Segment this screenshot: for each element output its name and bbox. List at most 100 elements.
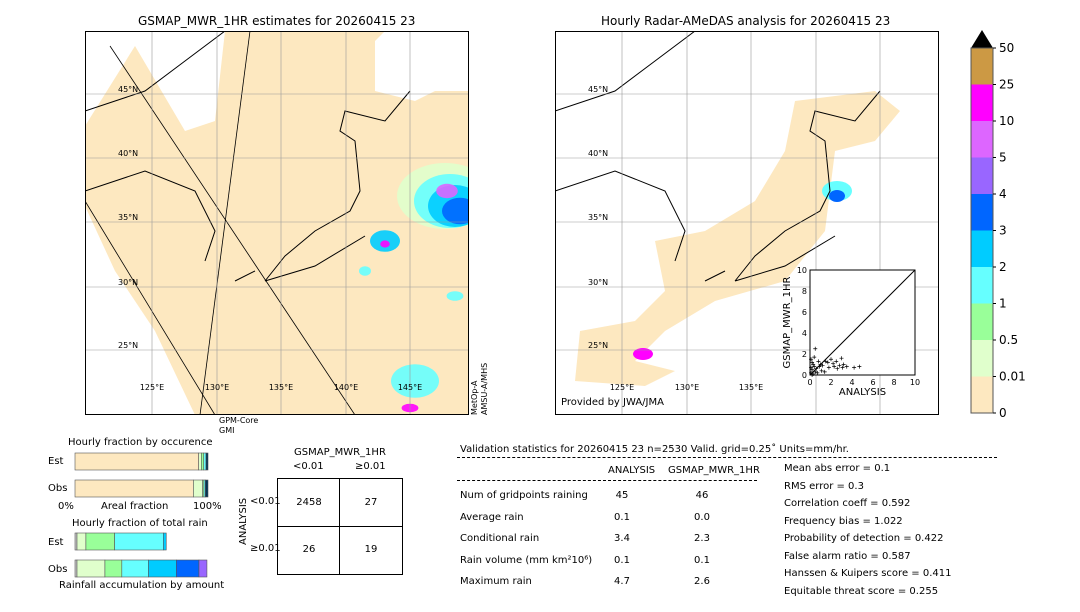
swath-label-metop: MetOp-A bbox=[470, 380, 479, 415]
stats-score: Hanssen & Kuipers score = 0.411 bbox=[784, 568, 952, 579]
fraction-segment bbox=[205, 452, 209, 471]
cell-hits-none: 2458 bbox=[296, 497, 322, 508]
scatter-point bbox=[832, 364, 837, 369]
lon-label: 130°E bbox=[205, 383, 229, 392]
lat-label: 30°N bbox=[588, 278, 608, 287]
cell-miss: 26 bbox=[302, 544, 316, 555]
lon-label: 125°E bbox=[140, 383, 164, 392]
stats-score: Correlation coeff = 0.592 bbox=[784, 498, 911, 509]
scatter-point bbox=[813, 369, 818, 374]
stats-score: RMS error = 0.3 bbox=[784, 480, 864, 492]
map-frame bbox=[555, 31, 939, 415]
fraction-segment bbox=[198, 452, 202, 471]
colorbar-swatch bbox=[971, 230, 993, 267]
scatter-point bbox=[835, 366, 840, 371]
scatter-ytick: 6 bbox=[802, 308, 807, 317]
swath-label-gmi: GMI bbox=[219, 426, 235, 435]
coastline bbox=[555, 31, 881, 282]
fraction-segment bbox=[203, 452, 207, 471]
lat-label: 45°N bbox=[118, 85, 138, 94]
colorbar-label: 0 bbox=[999, 406, 1007, 420]
occ-xtick-100: 100% bbox=[193, 501, 222, 512]
colorbar-swatch bbox=[971, 376, 993, 413]
scatter-point bbox=[829, 357, 833, 362]
scatter-point bbox=[844, 364, 849, 369]
stats-label: Average rain bbox=[460, 511, 524, 523]
scatter-point bbox=[810, 373, 815, 377]
left-map-title: GSMAP_MWR_1HR estimates for 20260415 23 bbox=[138, 14, 416, 28]
scatter-point bbox=[826, 365, 831, 370]
colorbar-label: 10 bbox=[999, 114, 1014, 128]
colorbar-label: 2 bbox=[999, 260, 1007, 274]
rain-area bbox=[391, 364, 439, 398]
colorbar-swatch bbox=[971, 340, 993, 377]
stats-b: 2.3 bbox=[694, 533, 710, 544]
lat-label: 45°N bbox=[588, 85, 608, 94]
left-map: 45°N 40°N 35°N 30°N 25°N 125°E 130°E 135°E 140°E… bbox=[85, 31, 469, 415]
colorbar-swatch bbox=[971, 48, 993, 85]
scatter-point bbox=[820, 363, 825, 368]
scatter-point bbox=[814, 366, 819, 371]
swath-area bbox=[85, 31, 469, 415]
occ-est-label: Est bbox=[48, 456, 64, 467]
scatter-ylabel: GSMAP_MWR_1HR bbox=[782, 277, 793, 369]
stats-a: 0.1 bbox=[614, 511, 630, 523]
fraction-segment bbox=[198, 559, 208, 578]
fraction-segment bbox=[76, 559, 106, 578]
colorbar-swatch bbox=[971, 121, 993, 158]
scatter-point bbox=[825, 360, 830, 365]
rain-est-label: Est bbox=[48, 537, 64, 548]
lat-label: 30°N bbox=[118, 278, 138, 287]
lat-label: 25°N bbox=[588, 341, 608, 350]
scatter-point bbox=[809, 357, 814, 362]
rain-area bbox=[442, 197, 469, 225]
colorbar-label: 0.5 bbox=[999, 333, 1018, 347]
scatter-point bbox=[817, 364, 822, 369]
fraction-segment bbox=[176, 559, 200, 578]
rain-obs-label: Obs bbox=[48, 564, 68, 575]
scatter-point bbox=[852, 365, 857, 370]
scatter-point bbox=[810, 367, 815, 372]
stats-label: Num of gridpoints raining bbox=[460, 490, 588, 501]
scatter-point bbox=[818, 362, 823, 367]
colorbar-label: 3 bbox=[999, 224, 1007, 238]
scatter-xlabel: ANALYSIS bbox=[839, 387, 886, 398]
stats-b: 0.0 bbox=[694, 511, 710, 523]
scatter-point bbox=[809, 370, 814, 375]
scatter-point bbox=[810, 360, 815, 365]
fraction-segment bbox=[114, 532, 164, 551]
cell-false-alarm: 27 bbox=[364, 497, 378, 508]
lon-label: 135°E bbox=[269, 383, 293, 392]
scatter-point bbox=[809, 365, 814, 370]
stats-col-analysis: ANALYSIS bbox=[608, 465, 656, 476]
stats-score: Probability of detection = 0.422 bbox=[784, 533, 944, 544]
scatter-point bbox=[837, 363, 842, 368]
scatter-point bbox=[840, 365, 845, 370]
colorbar-label: 5 bbox=[999, 151, 1007, 165]
contingency-title: GSMAP_MWR_1HR bbox=[294, 447, 386, 458]
colorbar-label: 50 bbox=[999, 41, 1014, 55]
no-data-area bbox=[85, 126, 195, 415]
scatter-xtick: 2 bbox=[828, 378, 833, 387]
rain-area bbox=[359, 266, 371, 276]
scatter-point bbox=[819, 368, 824, 373]
lon-label: 140°E bbox=[334, 383, 358, 392]
contingency-row-2: ≥0.01 bbox=[250, 543, 281, 554]
swath-edge bbox=[85, 200, 216, 415]
fraction-segment bbox=[193, 479, 203, 498]
fraction-segment bbox=[76, 532, 87, 551]
lat-label: 25°N bbox=[118, 341, 138, 350]
coastline bbox=[85, 31, 411, 282]
scatter-point bbox=[816, 359, 821, 364]
stats-header: Validation statistics for 20260415 23 n=… bbox=[460, 444, 849, 455]
rain-xlabel: Rainfall accumulation by amount bbox=[59, 580, 225, 591]
fraction-segment bbox=[85, 532, 115, 551]
occurrence-title: Hourly fraction by occurence bbox=[68, 437, 213, 448]
colorbar-swatch bbox=[971, 84, 993, 121]
scatter-point bbox=[815, 370, 820, 375]
colorbar-swatch bbox=[971, 267, 993, 304]
scatter-ytick: 8 bbox=[802, 287, 807, 296]
fraction-segment bbox=[104, 559, 123, 578]
contingency-row-1: <0.01 bbox=[250, 496, 281, 507]
colorbar: 50 25 10 5 4 3 2 1 0.5 0.01 0 bbox=[970, 30, 1026, 420]
